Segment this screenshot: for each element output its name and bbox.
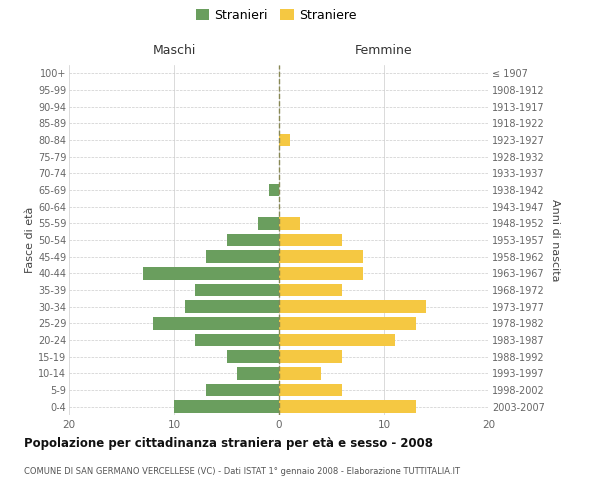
Bar <box>237 367 279 380</box>
Bar <box>143 267 279 280</box>
Bar <box>227 234 279 246</box>
Bar <box>195 284 279 296</box>
Bar <box>195 334 279 346</box>
Bar <box>153 317 279 330</box>
Text: Femmine: Femmine <box>355 44 413 57</box>
Bar <box>279 367 321 380</box>
Bar <box>258 217 279 230</box>
Text: Popolazione per cittadinanza straniera per età e sesso - 2008: Popolazione per cittadinanza straniera p… <box>24 438 433 450</box>
Bar <box>174 400 279 413</box>
Bar <box>279 134 290 146</box>
Bar <box>279 317 415 330</box>
Text: COMUNE DI SAN GERMANO VERCELLESE (VC) - Dati ISTAT 1° gennaio 2008 - Elaborazion: COMUNE DI SAN GERMANO VERCELLESE (VC) - … <box>24 468 460 476</box>
Bar <box>279 300 426 313</box>
Y-axis label: Anni di nascita: Anni di nascita <box>550 198 560 281</box>
Bar <box>279 384 342 396</box>
Bar <box>269 184 279 196</box>
Bar <box>279 400 415 413</box>
Bar <box>279 284 342 296</box>
Bar <box>279 350 342 363</box>
Y-axis label: Fasce di età: Fasce di età <box>25 207 35 273</box>
Bar <box>205 384 279 396</box>
Bar <box>279 250 363 263</box>
Bar <box>205 250 279 263</box>
Bar <box>279 217 300 230</box>
Bar <box>279 334 395 346</box>
Bar <box>185 300 279 313</box>
Text: Maschi: Maschi <box>152 44 196 57</box>
Bar <box>227 350 279 363</box>
Legend: Stranieri, Straniere: Stranieri, Straniere <box>193 6 359 24</box>
Bar <box>279 234 342 246</box>
Bar <box>279 267 363 280</box>
